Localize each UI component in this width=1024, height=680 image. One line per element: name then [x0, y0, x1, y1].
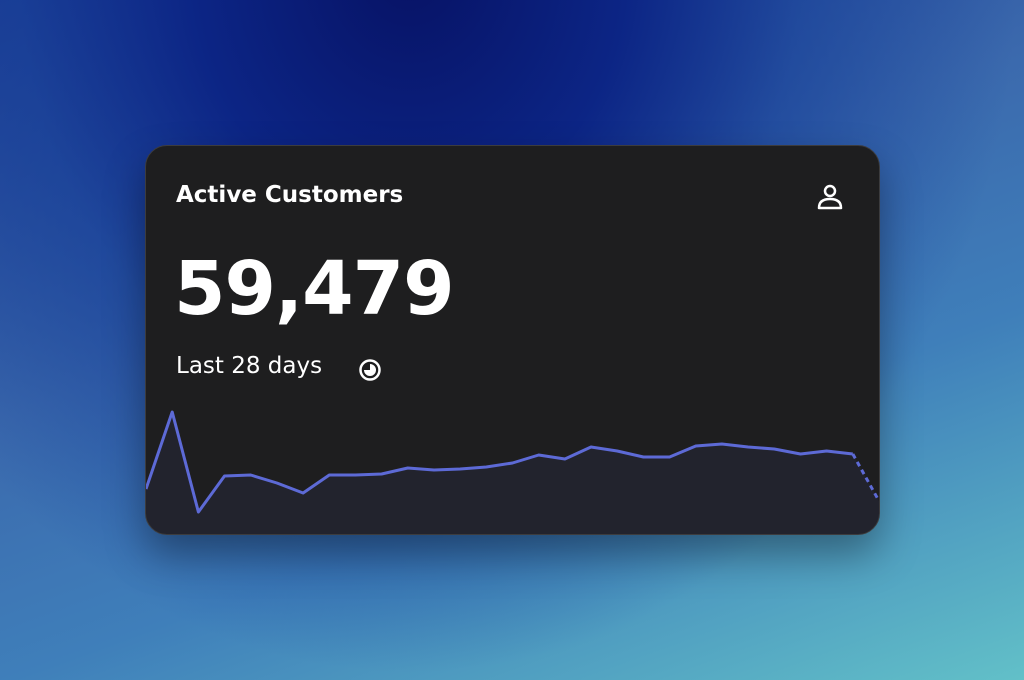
period-label: Last 28 days — [176, 353, 323, 379]
period-icon[interactable] — [358, 358, 382, 382]
sparkline-area — [146, 412, 879, 534]
metric-value: 59,479 — [174, 246, 455, 332]
user-icon[interactable] — [815, 182, 845, 212]
sparkline — [146, 410, 879, 534]
card-title: Active Customers — [176, 182, 404, 208]
metric-card: Active Customers 59,479 Last 28 days — [145, 145, 880, 535]
sparkline-line — [146, 410, 853, 514]
